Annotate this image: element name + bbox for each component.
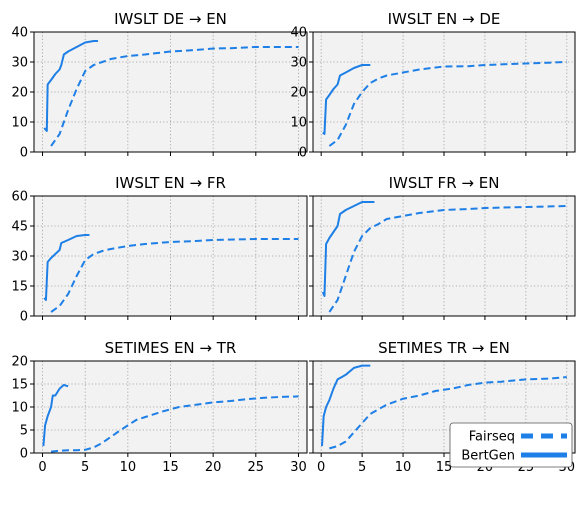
series-line-fairseq (329, 376, 567, 450)
x-tick-label: 30 (290, 460, 307, 475)
chart-panel: 0 15 30 45 60 IWSLT EN → FR (11, 174, 308, 325)
panel-title: SETIMES TR → EN (378, 339, 510, 357)
panel-title: IWSLT DE → EN (114, 10, 227, 28)
y-tick-label: 20 (11, 86, 28, 101)
y-tick-label: 0 (20, 310, 28, 325)
x-tick-label: 0 (317, 460, 325, 475)
series-line-fairseq (328, 61, 567, 147)
y-tick-label: 40 (11, 26, 28, 41)
series-line-fairseq (50, 395, 299, 453)
x-tick-label: 10 (395, 460, 412, 475)
x-tick-label: 0 (38, 460, 46, 475)
y-tick-label: 30 (11, 250, 28, 265)
panel-title: IWSLT FR → EN (389, 174, 500, 192)
panels-group: 0 10 20 30 40 IWSLT DE → EN 0 10 20 30 40 IWSLT EN … (11, 10, 576, 475)
chart-panel: IWSLT FR → EN (309, 174, 576, 320)
y-tick-label: 10 (11, 116, 28, 131)
y-tick-label: 45 (11, 220, 28, 235)
series-line-bertgen (42, 383, 69, 447)
legend-label: BertGen (461, 449, 515, 464)
legend-label: Fairseq (469, 430, 515, 445)
series-line-bertgen (43, 234, 90, 301)
y-tick-label: 10 (290, 116, 307, 131)
y-tick-label: 15 (11, 378, 28, 393)
series-line-bertgen (322, 64, 371, 135)
series-line-bertgen (321, 201, 375, 297)
chart-legend: Fairseq BertGen (449, 422, 573, 468)
y-tick-label: 20 (11, 355, 28, 370)
y-tick-label: 20 (290, 86, 307, 101)
y-tick-label: 15 (11, 280, 28, 295)
panel-title: IWSLT EN → FR (115, 174, 226, 192)
y-tick-label: 5 (20, 424, 28, 439)
chart-panel: 0 10 20 30 40 IWSLT EN → DE (290, 10, 576, 161)
x-tick-label: 15 (436, 460, 453, 475)
x-tick-label: 10 (120, 460, 137, 475)
panel-title: IWSLT EN → DE (388, 10, 501, 28)
y-tick-label: 60 (11, 190, 28, 205)
x-tick-label: 25 (248, 460, 265, 475)
y-tick-label: 0 (20, 447, 28, 462)
y-tick-label: 0 (20, 146, 28, 161)
x-tick-label: 5 (358, 460, 366, 475)
x-tick-label: 5 (81, 460, 89, 475)
series-line-bertgen (43, 40, 98, 132)
series-line-fairseq (328, 205, 567, 313)
chart-panel: 0 5 10 15 20 25 30 0 5 10 15 20 SETIMES EN → TR (11, 339, 308, 475)
panel-title: SETIMES EN → TR (105, 339, 237, 357)
x-tick-label: 20 (205, 460, 222, 475)
y-tick-label: 30 (290, 56, 307, 71)
x-tick-label: 15 (162, 460, 179, 475)
series-line-fairseq (50, 46, 299, 147)
series-line-fairseq (50, 238, 299, 313)
chart-panel: 0 10 20 30 40 IWSLT DE → EN (11, 10, 308, 161)
y-tick-label: 30 (11, 56, 28, 71)
y-tick-label: 0 (299, 146, 307, 161)
y-tick-label: 40 (290, 26, 307, 41)
y-tick-label: 10 (11, 401, 28, 416)
series-line-bertgen (321, 364, 371, 447)
